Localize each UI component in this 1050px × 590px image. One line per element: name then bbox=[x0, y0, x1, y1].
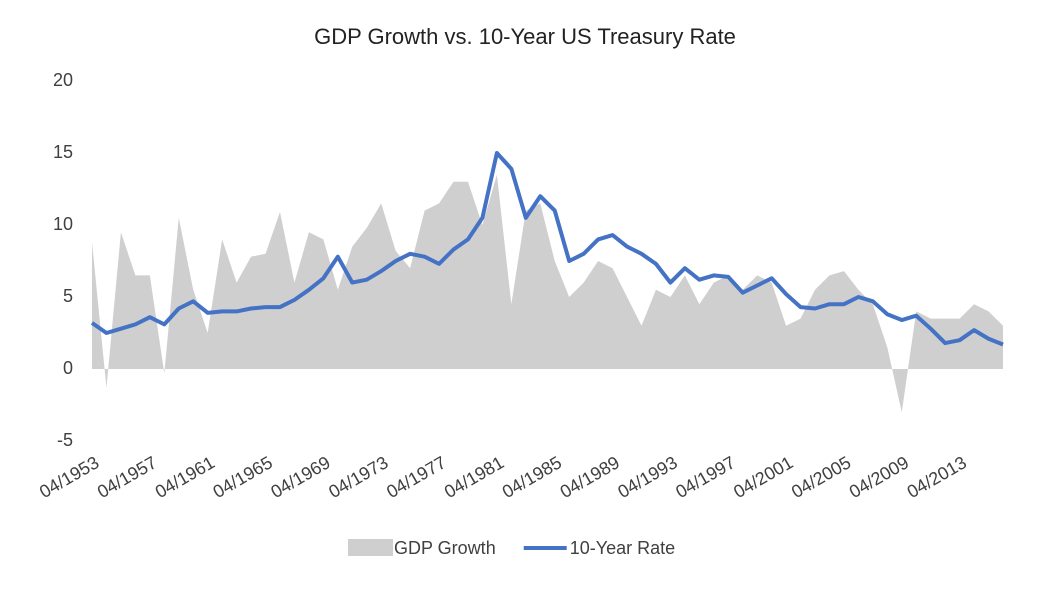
legend-label: 10-Year Rate bbox=[570, 538, 675, 558]
y-tick-label: 10 bbox=[53, 214, 73, 234]
x-tick-label: 04/1953 bbox=[36, 452, 102, 502]
x-tick-label: 04/1957 bbox=[94, 452, 160, 502]
chart-title: GDP Growth vs. 10-Year US Treasury Rate bbox=[314, 24, 736, 49]
x-tick-label: 04/1985 bbox=[499, 452, 565, 502]
x-tick-label: 04/1973 bbox=[325, 452, 391, 502]
y-tick-label: -5 bbox=[57, 430, 73, 450]
y-tick-label: 20 bbox=[53, 70, 73, 90]
y-tick-label: 5 bbox=[63, 286, 73, 306]
rate-line bbox=[90, 151, 1004, 347]
x-tick-label: 04/1997 bbox=[672, 452, 738, 502]
gdp-area bbox=[92, 174, 1003, 413]
x-tick-label: 04/2013 bbox=[904, 452, 970, 502]
x-tick-label: 04/1989 bbox=[557, 452, 623, 502]
x-tick-label: 04/1993 bbox=[614, 452, 680, 502]
x-tick-label: 04/1977 bbox=[383, 452, 449, 502]
x-tick-label: 04/1969 bbox=[267, 452, 333, 502]
x-tick-label: 04/1961 bbox=[152, 452, 218, 502]
legend-swatch bbox=[348, 539, 393, 556]
x-tick-label: 04/2001 bbox=[730, 452, 796, 502]
y-tick-label: 15 bbox=[53, 142, 73, 162]
legend-label: GDP Growth bbox=[394, 538, 496, 558]
x-tick-label: 04/2009 bbox=[846, 452, 912, 502]
x-tick-label: 04/2005 bbox=[788, 452, 854, 502]
x-tick-label: 04/1981 bbox=[441, 452, 507, 502]
y-tick-label: 0 bbox=[63, 358, 73, 378]
x-tick-label: 04/1965 bbox=[210, 452, 276, 502]
